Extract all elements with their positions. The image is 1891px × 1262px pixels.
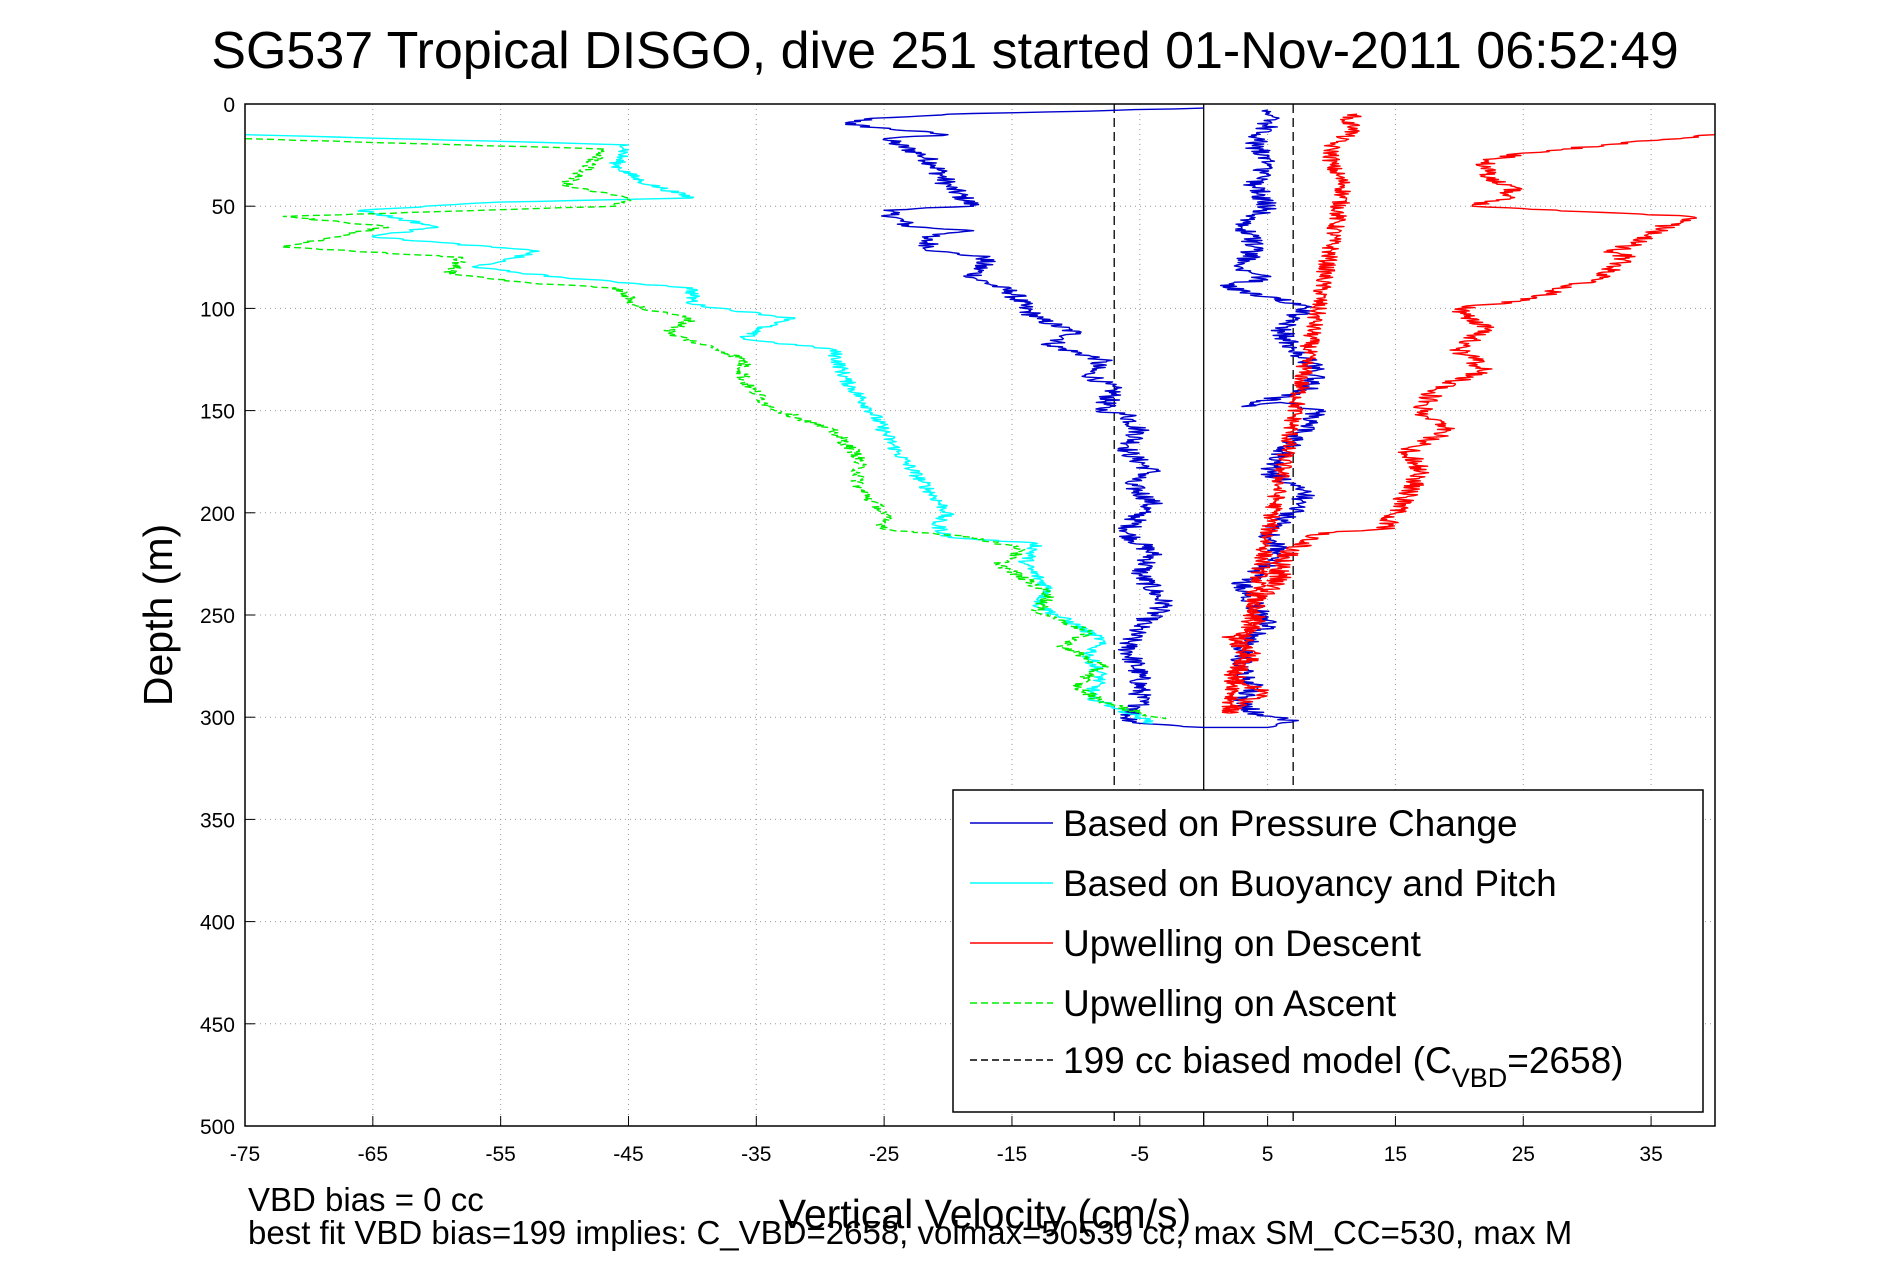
y-tick-label-5: 250 — [200, 605, 235, 628]
series-descent-4 — [1221, 134, 1716, 714]
best-fit-note: best fit VBD bias=199 implies: C_VBD=265… — [248, 1214, 1572, 1251]
x-tick-label-10: 25 — [1512, 1143, 1535, 1166]
y-tick-label-6: 300 — [200, 707, 235, 730]
legend-label-ascent: Upwelling on Ascent — [1063, 983, 1397, 1024]
y-tick-label-3: 150 — [200, 401, 235, 424]
legend: Based on Pressure Change Based on Buoyan… — [952, 789, 1704, 1113]
legend-model-prefix: 199 cc biased model (C — [1063, 1040, 1452, 1081]
series-pressure-0 — [844, 107, 1294, 729]
series-ascent-5 — [244, 138, 1167, 720]
series-layer — [244, 107, 1716, 729]
x-tick-label-8: 5 — [1262, 1143, 1274, 1166]
legend-label-descent: Upwelling on Descent — [1063, 923, 1422, 964]
x-tick-label-2: -55 — [485, 1143, 515, 1166]
legend-box — [952, 789, 1704, 1113]
y-tick-label-0: 0 — [223, 94, 235, 117]
series-descent-3 — [1221, 113, 1362, 714]
legend-model-subscript: VBD — [1452, 1063, 1508, 1093]
legend-label-model: 199 cc biased model (CVBD=2658) — [1063, 1040, 1623, 1093]
x-tick-label-9: 15 — [1384, 1143, 1407, 1166]
series-pressure-1 — [1220, 109, 1326, 722]
y-tick-label-1: 50 — [212, 196, 235, 219]
x-tick-label-6: -15 — [997, 1143, 1027, 1166]
y-tick-label-4: 200 — [200, 503, 235, 526]
x-tick-labels: -75 -65 -55 -45 -35 -25 -15 -5 5 15 25 35 — [230, 1116, 1663, 1166]
y-tick-labels: 0 50 100 150 200 250 300 350 400 450 500 — [200, 94, 255, 1139]
y-tick-label-7: 350 — [200, 809, 235, 832]
legend-label-pressure: Based on Pressure Change — [1063, 803, 1518, 844]
x-axis-label: Vertical Velocity (cm/s) — [779, 1191, 1191, 1237]
y-tick-label-8: 400 — [200, 912, 235, 935]
x-tick-label-3: -45 — [613, 1143, 643, 1166]
y-tick-label-9: 450 — [200, 1014, 235, 1037]
y-tick-label-2: 100 — [200, 298, 235, 321]
legend-label-buoyancy: Based on Buoyancy and Pitch — [1063, 863, 1557, 904]
legend-model-suffix: =2658) — [1507, 1040, 1623, 1081]
y-tick-label-10: 500 — [200, 1116, 235, 1139]
series-buoyancy-2 — [244, 134, 1154, 724]
x-tick-label-5: -25 — [869, 1143, 899, 1166]
x-tick-label-7: -5 — [1130, 1143, 1149, 1166]
x-tick-label-1: -65 — [358, 1143, 388, 1166]
y-axis-label: Depth (m) — [135, 524, 181, 706]
bias-note: VBD bias = 0 cc — [248, 1181, 484, 1218]
x-tick-label-0: -75 — [230, 1143, 260, 1166]
x-tick-label-11: 35 — [1639, 1143, 1662, 1166]
x-tick-label-4: -35 — [741, 1143, 771, 1166]
chart-title: SG537 Tropical DISGO, dive 251 started 0… — [211, 22, 1678, 80]
